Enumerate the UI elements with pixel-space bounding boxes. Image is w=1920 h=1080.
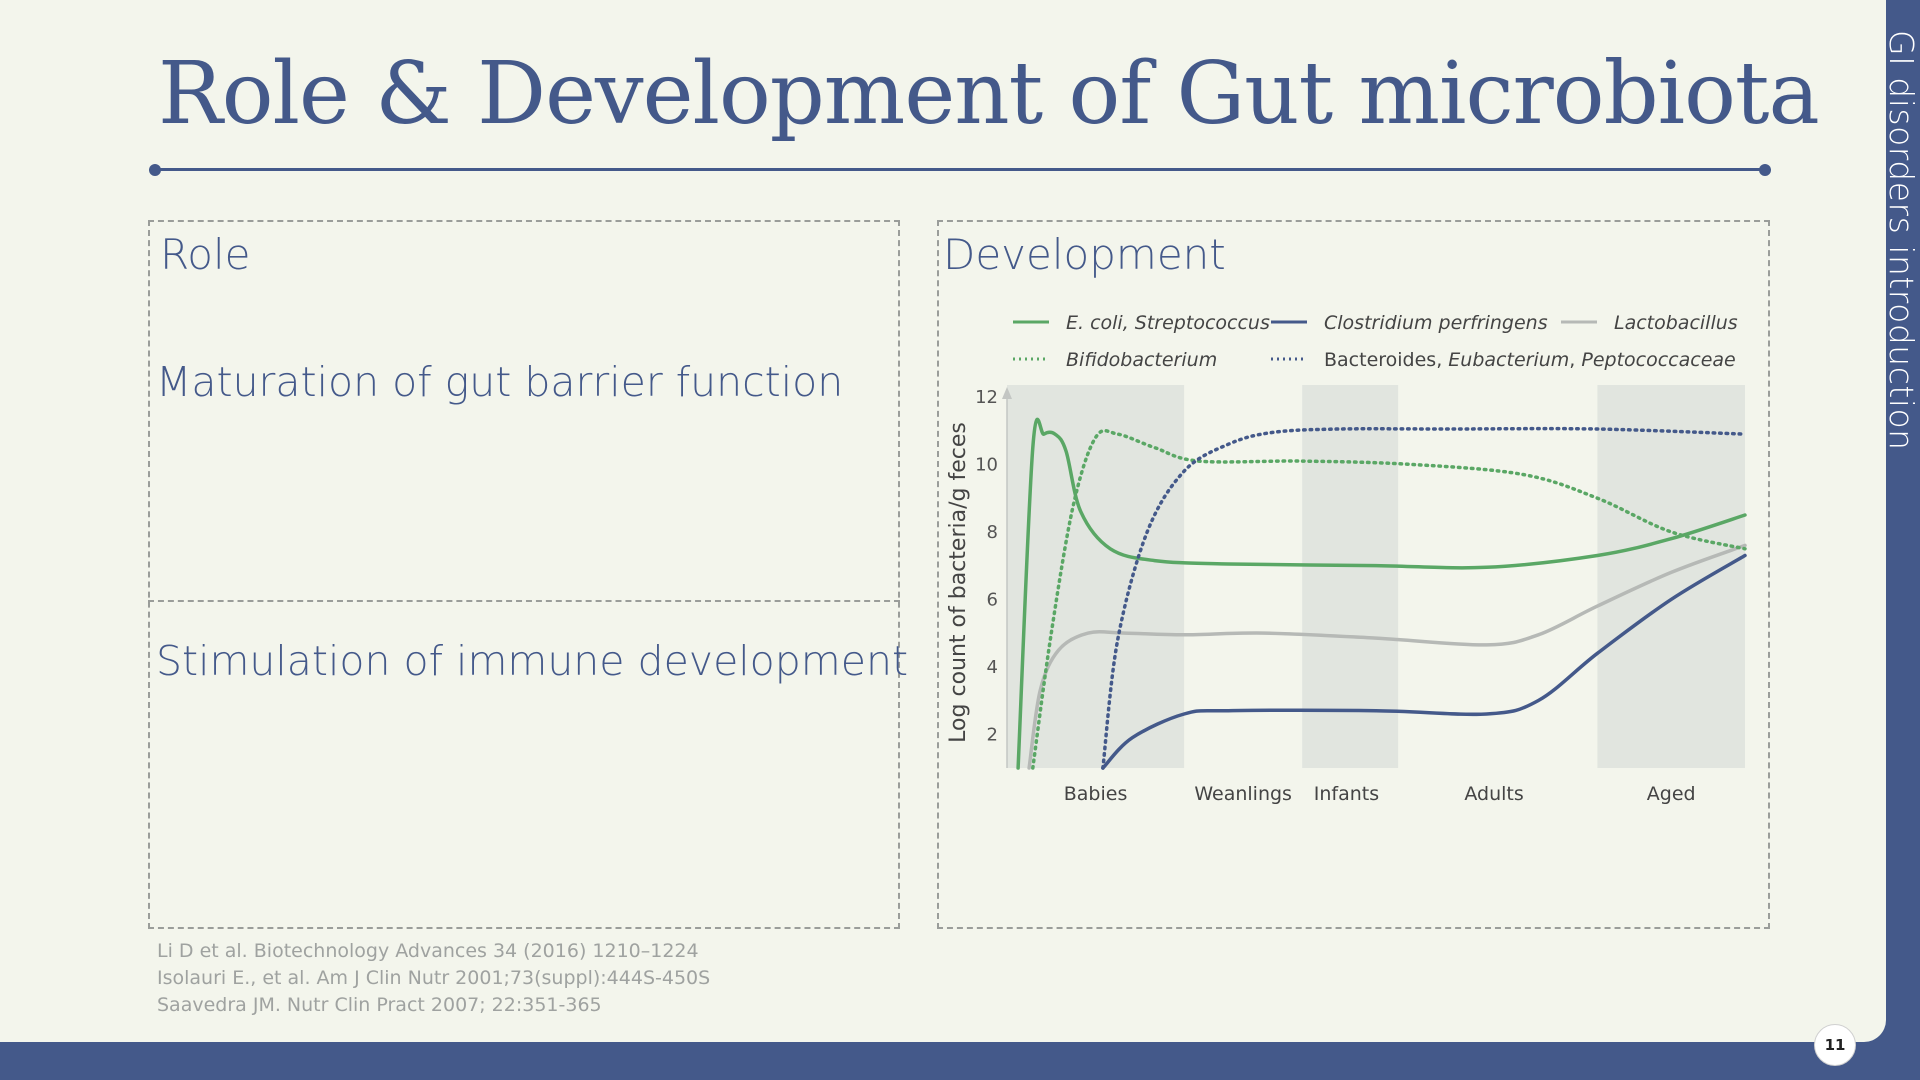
stage-band-2 [1597,385,1745,768]
x-stage-label-adults: Adults [1464,783,1523,805]
reference-3: Saavedra JM. Nutr Clin Pract 2007; 22:35… [157,994,602,1016]
y-tick-label-6: 6 [987,589,998,610]
legend-label-3: Lactobacillus [1614,312,1738,334]
y-tick-label-10: 10 [975,454,998,475]
series-line-5 [1101,426,1747,770]
stage-band-1 [1302,385,1399,768]
role-label: Role [160,230,251,279]
role-divider [148,600,900,602]
x-stage-label-infants: Infants [1314,783,1379,805]
title-rule [155,168,1765,171]
role-panel [148,220,900,929]
side-tab [1886,0,1920,1080]
slide: Role & Development of Gut microbiota Rol… [0,0,1886,1042]
x-stage-label-weanlings: Weanlings [1194,783,1292,805]
reference-1: Li D et al. Biotechnology Advances 34 (2… [157,940,699,962]
series-line-3 [1027,543,1747,770]
page-number: 11 [1814,1024,1856,1066]
y-tick-label-12: 12 [975,387,998,408]
x-stage-label-aged: Aged [1647,783,1696,805]
role-item-immune: Stimulation of immune development [156,637,909,685]
page-title: Role & Development of Gut microbiota [158,44,1820,144]
legend-label-2: Clostridium perfringens [1324,312,1548,334]
rule-right-dot [1759,164,1771,176]
development-panel [937,220,1770,929]
reference-2: Isolauri E., et al. Am J Clin Nutr 2001;… [157,967,711,989]
y-axis-arrow [1002,387,1012,399]
references: Li D et al. Biotechnology Advances 34 (2… [157,938,710,1019]
series-line-2 [1101,553,1747,770]
series-line-1 [1016,417,1747,770]
legend-label-4: Bifidobacterium [1066,349,1217,371]
series-line-4 [1031,428,1747,770]
y-tick-label-2: 2 [987,724,998,745]
y-tick-label-4: 4 [987,657,998,678]
rule-left-dot [149,164,161,176]
x-stage-label-babies: Babies [1064,783,1128,805]
role-item-barrier: Maturation of gut barrier function [156,358,844,406]
development-label: Development [943,230,1226,279]
legend-label-5: Bacteroides, Eubacterium, Peptococcaceae [1324,349,1736,371]
legend-label-1: E. coli, Streptococcus [1066,312,1270,334]
side-section-title: GI disorders introduction [1882,30,1920,451]
y-tick-label-8: 8 [987,522,998,543]
y-axis-label: Log count of bacteria/g feces [946,422,971,743]
